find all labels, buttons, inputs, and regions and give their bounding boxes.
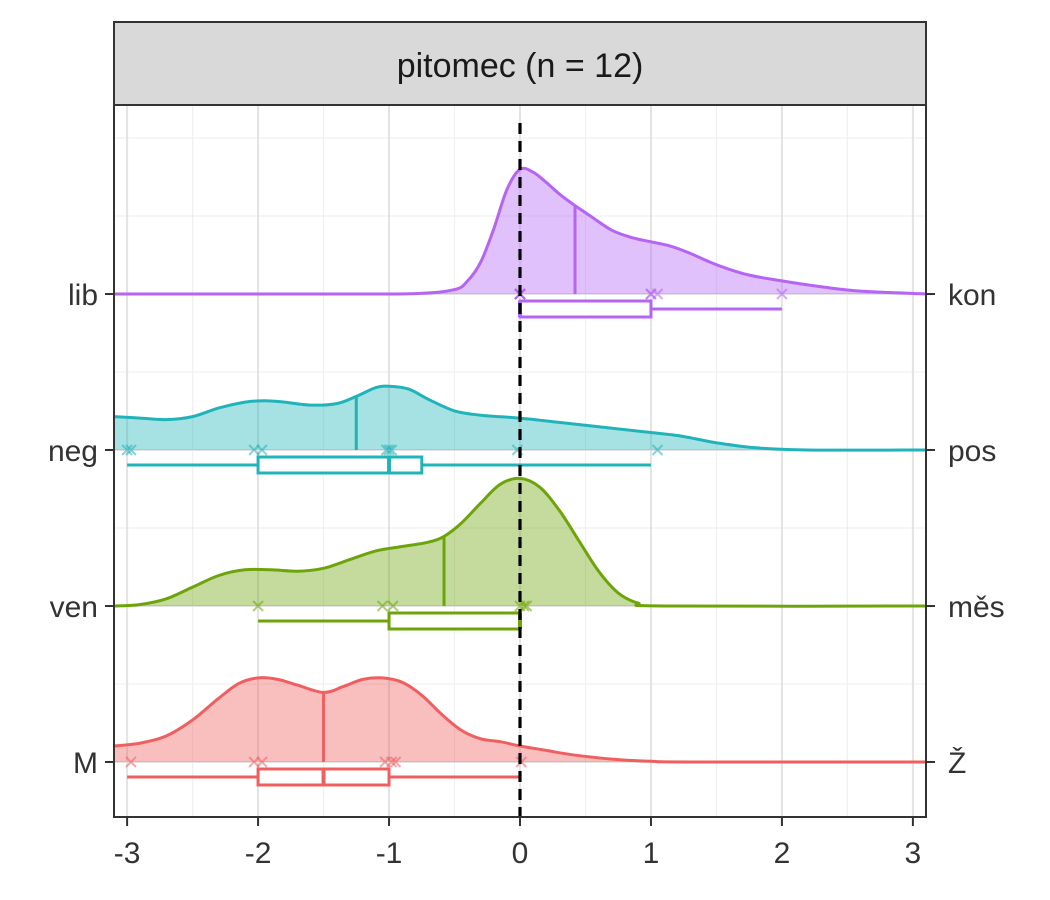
y-label-left-neg: neg [48,435,98,468]
data-point-neg [125,444,137,456]
y-label-right-neg: pos [948,435,996,468]
facet-strip [113,21,927,106]
x-tick-label: -3 [114,837,141,870]
data-point-neg [651,444,664,456]
y-label-left-lib: lib [68,279,98,312]
y-label-left-M: M [73,747,98,780]
data-point-neg [380,444,393,456]
boxplots [127,299,782,787]
data-point-neg [121,444,133,456]
data-point-ven [376,600,389,612]
data-point-ven [387,600,399,612]
data-point-M [125,756,137,768]
data-point-lib [776,288,788,300]
density-area-M [114,677,926,763]
data-point-M [256,756,268,768]
data-point-M [385,756,398,768]
facet-title: pitomec (n = 12) [397,47,644,85]
data-point-neg [383,444,395,456]
x-tick-label: 2 [774,837,791,870]
axes: -3 -2 -1 0 1 2 3 lib kon neg pos ven měs M Ž [48,279,1005,870]
data-point-ven [520,600,533,612]
density-line-M [113,676,927,764]
x-tick-label: -1 [376,837,403,870]
data-point-ven [252,600,264,612]
box-iqr-lib [518,299,653,319]
y-label-left-ven: ven [50,591,98,624]
data-point-neg [385,444,398,456]
x-tick-label: 0 [512,837,529,870]
x-tick-label: 3 [905,837,922,870]
y-label-right-ven: měs [948,591,1005,624]
y-label-right-M: Ž [948,747,966,780]
data-point-neg [256,444,268,456]
y-label-right-lib: kon [948,279,996,312]
data-point-M [389,756,402,768]
data-point-lib [651,288,664,300]
x-tick-label: 1 [643,837,660,870]
density-line-ven [113,476,927,608]
box-iqr-neg [256,455,424,475]
density-line-neg [113,384,927,452]
box-iqr-ven [387,611,522,631]
x-tick-label: -2 [245,837,272,870]
